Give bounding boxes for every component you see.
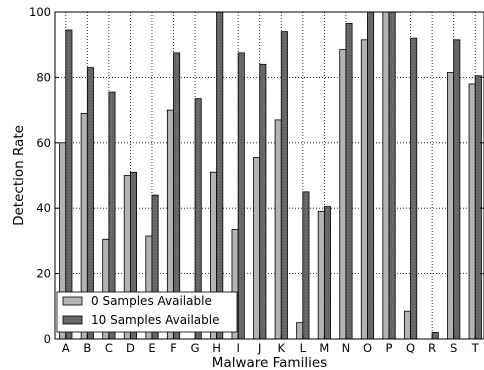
bar-H-series-2: [216, 11, 224, 340]
bar-J-series-1: [253, 157, 261, 340]
bar-R-series-2: [431, 332, 439, 340]
bar-S-series-2: [453, 39, 461, 340]
x-tick-label: H: [212, 341, 221, 355]
y-axis-ticks: 0 20 40 60 80 100: [29, 5, 484, 346]
x-tick-label: F: [170, 341, 177, 355]
bar-J-series-2: [259, 63, 267, 340]
y-tick-label: 20: [36, 267, 51, 281]
bar-O-series-2: [367, 11, 375, 340]
bar-N-series-1: [339, 49, 347, 340]
bar-S-series-1: [447, 72, 455, 340]
legend-swatch: [62, 315, 83, 325]
x-axis-title: Malware Families: [212, 355, 327, 370]
x-tick-label: G: [191, 341, 200, 355]
y-tick-label: 0: [44, 332, 51, 346]
x-tick-label: D: [126, 341, 135, 355]
x-tick-label: O: [363, 341, 372, 355]
legend-label: 0 Samples Available: [91, 294, 212, 308]
legend: 0 Samples Available 10 Samples Available: [56, 291, 238, 333]
x-tick-label: E: [148, 341, 155, 355]
bar-P-series-2: [388, 11, 396, 340]
y-tick-label: 60: [36, 136, 51, 150]
bar-M-series-2: [323, 206, 331, 340]
bar-T-series-2: [474, 75, 482, 340]
y-tick-label: 80: [36, 70, 51, 84]
x-tick-label: L: [300, 341, 307, 355]
bar-P-series-1: [382, 11, 390, 340]
x-tick-label: I: [236, 341, 239, 355]
x-tick-label: R: [428, 341, 436, 355]
bar-L-series-1: [296, 322, 304, 340]
x-tick-label: J: [257, 341, 261, 355]
legend-swatch: [62, 296, 83, 306]
bar-K-series-2: [280, 31, 288, 340]
y-tick-label: 40: [36, 201, 51, 215]
bar-M-series-1: [317, 211, 325, 340]
y-axis-title: Detection Rate: [11, 125, 27, 226]
grid-lines: [55, 11, 484, 340]
bars: [59, 11, 482, 340]
bar-N-series-2: [345, 23, 353, 340]
bar-K-series-1: [274, 119, 282, 340]
bar-I-series-2: [237, 52, 245, 340]
x-tick-label: B: [83, 341, 91, 355]
plot-frame: [54, 11, 484, 340]
bar-Q-series-1: [403, 310, 411, 340]
x-tick-label: A: [62, 341, 70, 355]
bar-L-series-2: [302, 191, 310, 340]
x-tick-label: T: [471, 341, 480, 355]
legend-label: 10 Samples Available: [91, 313, 219, 327]
x-tick-label: P: [386, 341, 393, 355]
x-tick-label: Q: [406, 341, 415, 355]
x-tick-label: N: [342, 341, 351, 355]
x-tick-label: C: [105, 341, 113, 355]
x-tick-label: M: [319, 341, 329, 355]
bar-Q-series-2: [410, 37, 418, 340]
x-tick-label: K: [278, 341, 286, 355]
bar-O-series-1: [360, 39, 368, 340]
x-tick-label: S: [450, 341, 457, 355]
bar-T-series-1: [468, 83, 476, 340]
legend-box: [56, 291, 238, 333]
y-tick-label: 100: [29, 5, 51, 19]
